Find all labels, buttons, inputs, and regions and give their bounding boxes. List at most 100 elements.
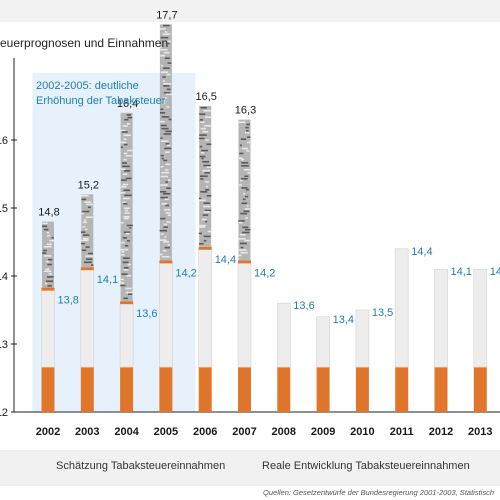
ash-texture [244,175,249,178]
ash-texture [205,185,209,188]
real-value-label: 14,2 [175,267,196,279]
ash-texture [199,134,207,136]
ash-texture [206,194,212,197]
x-tick-label: 2010 [350,426,374,438]
ash-texture [161,255,170,258]
ash-texture [199,197,202,200]
ember-mark [238,260,251,264]
estimate-value-label: 15,2 [78,179,99,191]
ash-texture [162,97,168,99]
ash-texture [160,108,164,111]
ash-texture [45,268,50,271]
ash-texture [120,146,123,149]
ash-texture [238,121,246,124]
ash-texture [123,189,131,192]
ash-texture [47,263,52,266]
ash-texture [123,297,128,300]
ash-texture [203,211,211,213]
estimate-ash-column [198,106,212,247]
ash-texture [161,171,169,174]
ash-texture [125,232,130,235]
ash-texture [160,184,168,186]
ash-texture [82,221,87,224]
ash-texture [127,116,133,119]
ash-texture [203,239,207,242]
estimate-ash-column [159,24,173,261]
ash-texture [124,244,129,247]
ash-texture [165,93,173,96]
cigarette-filter [198,367,212,412]
ash-texture [121,254,125,256]
ash-texture [163,223,168,226]
ash-texture [241,202,248,205]
ash-texture [242,226,249,229]
ash-texture [246,123,250,126]
ash-texture [45,282,48,285]
ash-texture [47,234,51,237]
ash-texture [165,212,171,214]
real-revenue-bar [198,248,212,368]
real-revenue-bar [355,309,370,368]
ash-texture [120,168,126,171]
ash-texture [205,139,209,141]
ash-texture [86,258,93,260]
ash-texture [241,231,250,234]
ash-texture [244,131,250,134]
ash-texture [159,253,163,256]
ash-texture [202,169,210,172]
ash-texture [238,254,242,257]
ash-texture [123,143,128,146]
ash-texture [166,221,171,223]
ash-texture [165,181,169,183]
ash-texture [121,222,124,224]
x-tick-label: 2009 [311,426,335,438]
ash-texture [201,149,208,152]
y-tick-label: 12 [0,407,8,419]
ash-texture [125,287,132,290]
ash-texture [241,158,245,161]
ash-texture [163,159,168,162]
x-tick-label: 2005 [154,426,178,438]
ash-texture [164,151,170,153]
ash-texture [246,150,250,152]
ash-texture [247,171,251,174]
ash-texture [160,64,163,67]
ash-texture [166,88,171,91]
ash-texture [165,142,170,145]
ash-texture [204,172,210,174]
ash-texture [124,194,132,197]
ash-texture [199,119,204,121]
ash-texture [200,191,208,193]
ash-texture [42,252,47,254]
ash-texture [46,231,50,234]
ash-texture [241,161,249,164]
ash-texture [242,198,246,201]
real-revenue-bar [316,316,330,368]
ash-texture [125,291,133,294]
ash-texture [244,195,249,198]
ash-texture [202,205,211,208]
ash-texture [239,157,243,160]
ash-texture [164,235,167,238]
ash-texture [121,273,128,275]
estimate-value-label: 16,3 [235,105,256,117]
ash-texture [127,239,130,242]
ash-texture [160,124,167,127]
real-revenue-bar [80,268,95,368]
legend [0,450,500,486]
ash-texture [84,261,92,264]
ash-texture [80,231,86,233]
ash-texture [162,33,171,36]
ash-texture [82,225,86,228]
ash-texture [201,157,204,160]
ash-texture [240,246,244,249]
ash-texture [168,118,172,121]
ash-texture [165,163,171,166]
real-value-label: 13,8 [58,295,79,307]
ash-texture [241,147,249,150]
cigarette-filter [473,367,487,412]
ash-texture [85,246,90,248]
ash-texture [122,173,128,175]
ash-texture [240,251,248,254]
